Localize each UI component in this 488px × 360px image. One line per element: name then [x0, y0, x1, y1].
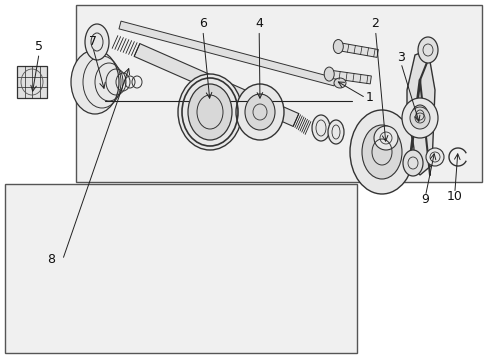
- Text: 1: 1: [365, 91, 372, 104]
- Ellipse shape: [401, 98, 437, 138]
- Text: 6: 6: [199, 17, 206, 30]
- Text: 5: 5: [35, 40, 43, 53]
- Text: 10: 10: [446, 190, 462, 203]
- Ellipse shape: [85, 24, 109, 60]
- Ellipse shape: [236, 84, 284, 140]
- Text: 3: 3: [396, 51, 404, 64]
- Text: 9: 9: [421, 193, 428, 206]
- Text: 7: 7: [89, 35, 97, 48]
- Ellipse shape: [425, 148, 443, 166]
- Ellipse shape: [311, 115, 329, 141]
- Polygon shape: [337, 42, 378, 57]
- Text: 4: 4: [255, 17, 263, 30]
- Ellipse shape: [411, 105, 427, 125]
- Bar: [5, 184, 356, 353]
- Ellipse shape: [402, 150, 422, 176]
- Bar: [17, 66, 47, 98]
- Bar: [76, 5, 481, 182]
- Ellipse shape: [417, 37, 437, 63]
- Text: 2: 2: [371, 17, 379, 30]
- Ellipse shape: [349, 110, 413, 194]
- Polygon shape: [406, 50, 434, 175]
- Ellipse shape: [327, 120, 343, 144]
- Ellipse shape: [373, 126, 397, 150]
- Ellipse shape: [333, 40, 343, 54]
- Text: 8: 8: [47, 253, 55, 266]
- Ellipse shape: [71, 50, 119, 114]
- Ellipse shape: [409, 107, 429, 129]
- Ellipse shape: [178, 74, 242, 150]
- Ellipse shape: [187, 84, 231, 140]
- Polygon shape: [328, 70, 370, 84]
- Ellipse shape: [333, 78, 346, 88]
- Ellipse shape: [361, 125, 401, 179]
- Polygon shape: [119, 21, 335, 86]
- Ellipse shape: [324, 67, 333, 81]
- Polygon shape: [134, 44, 298, 126]
- Ellipse shape: [244, 94, 274, 130]
